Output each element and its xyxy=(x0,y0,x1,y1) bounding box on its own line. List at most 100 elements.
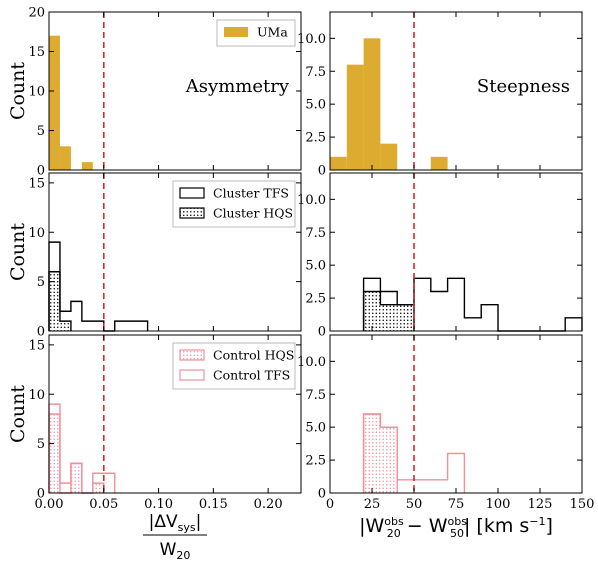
y-tick-label: 5.0 xyxy=(305,98,326,113)
y-tick-label: 0 xyxy=(37,325,45,340)
bar xyxy=(49,414,60,493)
series-cluster-step xyxy=(48,241,149,332)
x-tick-label: 0.20 xyxy=(254,497,283,512)
panel-steep_control: 0 25 50 75 100 125 150 0 2.5 5.0 7.5 10.0 xyxy=(297,334,595,512)
bar xyxy=(346,64,364,170)
y-tick-label: 0 xyxy=(318,325,326,340)
y-tick-label: 15 xyxy=(28,338,45,353)
y-tick-label: 7.5 xyxy=(305,65,326,80)
y-tick-label: 10.0 xyxy=(297,355,326,370)
bar xyxy=(59,146,71,170)
x-axis-label-steepness: |Wobs 20 − Wobs 50| [km s−1] xyxy=(359,515,553,540)
x-label-denominator: W20 xyxy=(160,540,191,562)
bar xyxy=(363,414,381,493)
bar xyxy=(430,156,448,170)
y-tick-label: 10 xyxy=(28,85,45,100)
y-tick-label: 5.0 xyxy=(305,259,326,274)
legend-label: Cluster HQS xyxy=(213,206,293,221)
legend-label: UMa xyxy=(257,25,288,40)
series-uma-filled xyxy=(49,35,93,171)
x-axis-label-asymmetry: |ΔVsys| W20 xyxy=(143,512,207,562)
y-tick-label: 0 xyxy=(37,164,45,179)
x-tick-label: 50 xyxy=(406,497,423,512)
legend-box xyxy=(172,180,296,228)
x-tick-label: 0.05 xyxy=(89,497,118,512)
legend-label: Cluster TFS xyxy=(213,186,289,201)
y-tick-label: 7.5 xyxy=(305,226,326,241)
y-tick-label: 5 xyxy=(37,437,45,452)
y-tick-label: 0 xyxy=(318,164,326,179)
legend-swatch xyxy=(179,349,205,361)
y-tick-label: 5.0 xyxy=(305,421,326,436)
legend-swatch xyxy=(179,187,205,199)
series-control-step xyxy=(48,403,116,494)
bar xyxy=(397,304,414,331)
y-axis-label: Count xyxy=(7,62,29,120)
y-tick-label: 20 xyxy=(28,6,45,21)
legend: Control HQS Control TFS xyxy=(172,342,296,390)
step-outline xyxy=(48,403,116,494)
legend-swatch xyxy=(224,27,248,37)
bar xyxy=(380,143,398,170)
x-tick-label: 100 xyxy=(486,497,511,512)
series-control-dots xyxy=(48,413,105,494)
panel-asym_cluster: 0 5 10 15 Count Cluster TFS Cluster HQS xyxy=(7,172,302,340)
panel-annotation: Asymmetry xyxy=(185,76,290,97)
series-cluster-dots xyxy=(48,271,72,331)
panel-steep_cluster: 0 2.5 5.0 7.5 10.0 xyxy=(297,172,583,340)
y-tick-label: 0 xyxy=(318,487,326,502)
x-tick-label: 0 xyxy=(326,497,334,512)
bar xyxy=(70,463,82,493)
x-tick-label: 0.10 xyxy=(144,497,173,512)
y-tick-label: 15 xyxy=(28,176,45,191)
bar xyxy=(380,304,398,331)
bar xyxy=(81,162,93,170)
x-tick-label: 25 xyxy=(364,497,381,512)
y-tick-label: 10 xyxy=(28,388,45,403)
series-control-step xyxy=(362,413,466,493)
panel-asym_control: 0.00 0.05 0.10 0.15 0.20 0 5 10 15 Count Control H… xyxy=(7,334,302,512)
y-tick-label: 10 xyxy=(28,226,45,241)
axes-frame xyxy=(48,334,302,494)
y-tick-label: 2.5 xyxy=(305,131,326,146)
bar xyxy=(363,291,381,331)
legend-label: Control TFS xyxy=(213,368,290,383)
legend: Cluster TFS Cluster HQS xyxy=(172,180,296,228)
bar xyxy=(59,321,71,331)
series-uma-filled xyxy=(330,38,448,171)
bar xyxy=(380,427,398,493)
y-tick-label: 5 xyxy=(37,275,45,290)
panel-steep_uma: 0 2.5 5.0 7.5 10.0 Steepness xyxy=(297,11,583,179)
y-tick-label: 2.5 xyxy=(305,292,326,307)
y-tick-label: 7.5 xyxy=(305,388,326,403)
bar xyxy=(49,271,60,331)
panels-layer: 0 5 10 15 20 Count Asymmetry UMa 0 2.5 5.0 7.5 10.0 S… xyxy=(7,6,594,563)
legend: UMa xyxy=(216,19,296,47)
panel-asym_uma: 0 5 10 15 20 Count Asymmetry UMa xyxy=(7,6,302,179)
axes-frame xyxy=(48,172,302,332)
y-axis-label: Count xyxy=(7,385,29,443)
x-tick-label: 150 xyxy=(570,497,595,512)
step-outline xyxy=(48,241,149,332)
step-outline xyxy=(362,413,466,493)
y-tick-label: 5 xyxy=(37,124,45,139)
bar xyxy=(363,38,381,171)
y-tick-label: 15 xyxy=(28,45,45,60)
series-cluster-dots xyxy=(362,290,415,331)
legend-swatch xyxy=(179,369,205,381)
legend-label: Control HQS xyxy=(213,348,294,363)
panel-annotation: Steepness xyxy=(477,76,570,97)
bar xyxy=(49,35,60,171)
legend-swatch xyxy=(179,207,205,219)
y-tick-label: 10.0 xyxy=(297,193,326,208)
x-tick-label: 125 xyxy=(528,497,553,512)
y-tick-label: 0 xyxy=(37,487,45,502)
y-tick-label: 2.5 xyxy=(305,454,326,469)
x-tick-label: 0.15 xyxy=(199,497,228,512)
bar xyxy=(92,483,104,493)
bar xyxy=(330,156,347,170)
y-tick-label: 10.0 xyxy=(297,32,326,47)
x-label-numerator: |ΔVsys| xyxy=(149,512,202,534)
x-tick-label: 0.00 xyxy=(35,497,64,512)
